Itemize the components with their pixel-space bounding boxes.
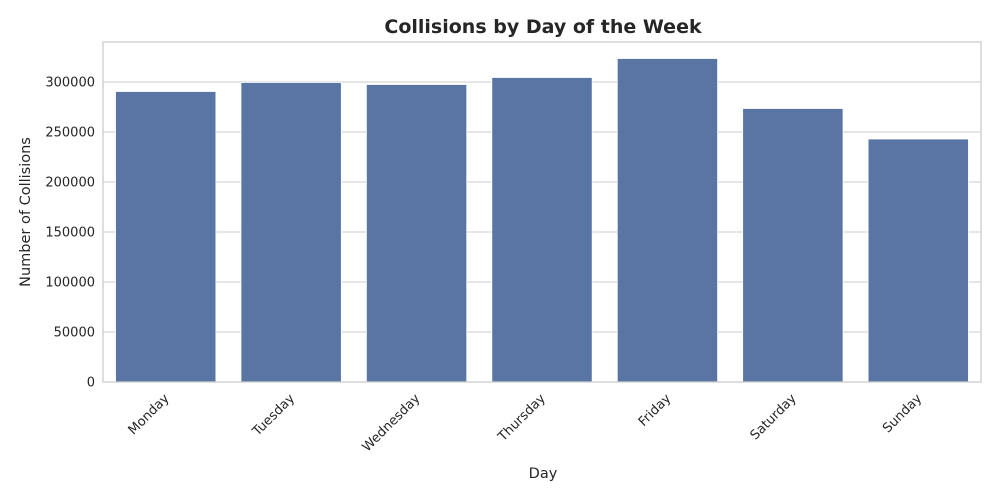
y-tick-label: 200000 [45,176,95,191]
y-tick-label: 0 [87,376,95,391]
plot-frame [102,41,982,383]
bar-tuesday [240,82,342,383]
x-tick-label: Thursday [495,391,549,445]
x-axis-label: Day [529,466,558,482]
bars [115,58,969,383]
bar-saturday [742,108,844,383]
x-tick-label: Monday [126,391,173,438]
x-axis-ticks: Monday Tuesday Wednesday Thursday Friday Satu… [126,391,926,455]
bar-monday [115,91,217,383]
bar-wednesday [365,84,468,383]
y-tick-label: 300000 [45,76,95,91]
y-tick-label: 250000 [45,126,95,141]
y-tick-label: 50000 [54,326,95,341]
y-axis-label: Number of Collisions [18,137,34,287]
x-tick-label: Friday [636,391,675,430]
x-tick-label: Saturday [748,391,800,443]
y-axis-ticks: 0 50000 100000 150000 200000 250000 300000 [45,76,95,391]
bar-thursday [491,77,593,383]
bar-friday [616,58,718,383]
y-tick-label: 150000 [45,226,95,241]
x-tick-label: Sunday [880,391,925,436]
x-tick-label: Wednesday [360,391,424,455]
x-tick-label: Tuesday [249,391,298,440]
chart-title: Collisions by Day of the Week [384,16,702,38]
bar-sunday [867,138,969,383]
y-tick-label: 100000 [45,276,95,291]
